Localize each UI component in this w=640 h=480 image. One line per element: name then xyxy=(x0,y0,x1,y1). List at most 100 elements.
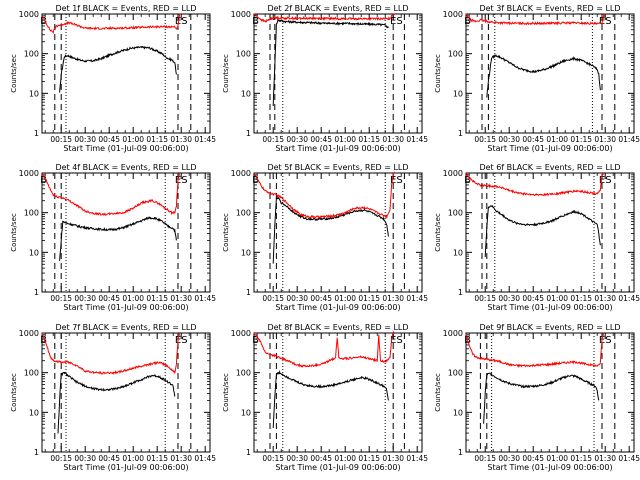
marker-label-b: B xyxy=(252,335,259,346)
plot-frame xyxy=(253,13,423,134)
x-tick-label: 00:15 xyxy=(50,294,72,303)
y-axis-label: Counts/sec xyxy=(10,213,18,252)
x-axis-label: Start Time (01-Jul-09 00:06:00) xyxy=(275,144,400,153)
series-line-lld xyxy=(41,172,181,216)
x-tick-label: 01:15 xyxy=(146,294,168,303)
marker-label-s: S xyxy=(181,16,187,27)
marker-label-b: B xyxy=(252,16,259,27)
chart-panel-7: Det 7f BLACK = Events, RED = LLD 1 10 100 10… xyxy=(10,323,216,472)
x-tick-label: 00:15 xyxy=(262,294,284,303)
series-line-events xyxy=(486,54,601,98)
x-tick-label: 00:15 xyxy=(50,454,72,463)
y-tick-label: 1000 xyxy=(443,329,463,338)
series-line-events xyxy=(272,194,389,264)
x-tick-label: 00:30 xyxy=(286,294,308,303)
series-line-lld xyxy=(465,172,605,197)
plot-frame xyxy=(253,332,423,453)
y-tick-label: 10 xyxy=(29,89,39,98)
series-line-lld xyxy=(253,13,396,23)
chart-panel-4: Det 4f BLACK = Events, RED = LLD 1 10 100 10… xyxy=(10,163,216,312)
x-tick-label: 01:15 xyxy=(570,294,592,303)
series-line-lld xyxy=(465,13,606,26)
y-tick-label: 10 xyxy=(453,89,463,98)
y-tick-label: 10 xyxy=(453,248,463,257)
x-tick-label: 01:15 xyxy=(358,454,380,463)
marker-label-b: B xyxy=(40,335,47,346)
x-tick-label: 00:45 xyxy=(522,294,544,303)
x-tick-label: 00:30 xyxy=(74,454,96,463)
series-line-events xyxy=(484,204,601,258)
x-tick-label: 01:15 xyxy=(146,135,168,144)
chart-title: Det 1f BLACK = Events, RED = LLD xyxy=(55,4,196,13)
x-tick-label: 00:15 xyxy=(262,454,284,463)
y-tick-label: 1000 xyxy=(443,169,463,178)
x-tick-label: 00:30 xyxy=(498,294,520,303)
x-tick-label: 00:45 xyxy=(98,454,120,463)
y-tick-label: 1 xyxy=(458,288,463,297)
x-tick-label: 01:30 xyxy=(170,454,192,463)
y-tick-label: 100 xyxy=(24,209,39,218)
x-tick-label: 01:15 xyxy=(146,454,168,463)
y-axis-label: Counts/sec xyxy=(10,373,18,412)
chart-panel-6: Det 6f BLACK = Events, RED = LLD 1 10 100 10… xyxy=(434,163,640,312)
x-tick-label: 01:00 xyxy=(122,135,144,144)
series-line-events xyxy=(483,372,600,424)
x-tick-label: 01:30 xyxy=(170,135,192,144)
marker-label-s: S xyxy=(605,175,611,186)
marker-label-b: B xyxy=(464,16,471,27)
x-tick-label: 00:30 xyxy=(498,454,520,463)
x-tick-label: 00:45 xyxy=(310,135,332,144)
x-tick-label: 00:45 xyxy=(522,135,544,144)
chart-title: Det 4f BLACK = Events, RED = LLD xyxy=(55,163,196,172)
x-tick-label: 00:30 xyxy=(286,135,308,144)
plot-frame xyxy=(41,172,211,293)
x-tick-label: 01:30 xyxy=(382,454,404,463)
chart-panel-3: Det 3f BLACK = Events, RED = LLD 1 10 100 10… xyxy=(434,4,640,153)
x-axis-label: Start Time (01-Jul-09 00:06:00) xyxy=(63,144,188,153)
x-tick-label: 01:00 xyxy=(334,135,356,144)
x-tick-label: 00:45 xyxy=(310,454,332,463)
y-tick-label: 1000 xyxy=(19,10,39,19)
x-tick-label: 00:45 xyxy=(310,294,332,303)
x-tick-label: 01:30 xyxy=(594,135,616,144)
x-tick-label: 01:45 xyxy=(194,135,216,144)
series-line-lld xyxy=(465,332,605,369)
chart-title: Det 9f BLACK = Events, RED = LLD xyxy=(479,323,620,332)
marker-label-b: B xyxy=(464,175,471,186)
x-tick-label: 00:30 xyxy=(498,135,520,144)
y-axis-label: Counts/sec xyxy=(10,54,18,93)
x-tick-label: 01:00 xyxy=(546,294,568,303)
x-tick-label: 01:45 xyxy=(406,294,428,303)
marker-label-e: E xyxy=(390,175,396,186)
x-tick-label: 01:45 xyxy=(406,135,428,144)
marker-label-s: S xyxy=(181,175,187,186)
chart-title: Det 8f BLACK = Events, RED = LLD xyxy=(267,323,408,332)
chart-panel-5: Det 5f BLACK = Events, RED = LLD 1 10 100 10… xyxy=(222,163,428,312)
series-line-lld xyxy=(253,330,395,368)
y-axis-label: Counts/sec xyxy=(434,373,442,412)
chart-title: Det 2f BLACK = Events, RED = LLD xyxy=(267,4,408,13)
x-tick-label: 01:00 xyxy=(122,294,144,303)
x-tick-label: 01:30 xyxy=(382,135,404,144)
y-tick-label: 1000 xyxy=(443,10,463,19)
chart-panel-1: Det 1f BLACK = Events, RED = LLD 1 10 100 10… xyxy=(10,4,216,153)
plot-frame xyxy=(465,332,635,453)
x-tick-label: 00:45 xyxy=(98,294,120,303)
x-axis-label: Start Time (01-Jul-09 00:06:00) xyxy=(63,303,188,312)
chart-title: Det 5f BLACK = Events, RED = LLD xyxy=(267,163,408,172)
marker-label-s: S xyxy=(396,16,402,27)
y-tick-label: 10 xyxy=(453,408,463,417)
y-tick-label: 1 xyxy=(34,129,39,138)
chart-title: Det 7f BLACK = Events, RED = LLD xyxy=(55,323,196,332)
x-tick-label: 00:15 xyxy=(474,294,496,303)
y-tick-label: 100 xyxy=(236,50,251,59)
y-tick-label: 100 xyxy=(236,369,251,378)
y-tick-label: 1 xyxy=(34,288,39,297)
marker-label-e: E xyxy=(390,335,396,346)
chart-panel-2: Det 2f BLACK = Events, RED = LLD 1 10 100 10… xyxy=(222,4,428,153)
x-tick-label: 01:15 xyxy=(570,454,592,463)
marker-label-s: S xyxy=(396,175,402,186)
x-tick-label: 01:45 xyxy=(618,454,640,463)
x-tick-label: 01:45 xyxy=(618,294,640,303)
